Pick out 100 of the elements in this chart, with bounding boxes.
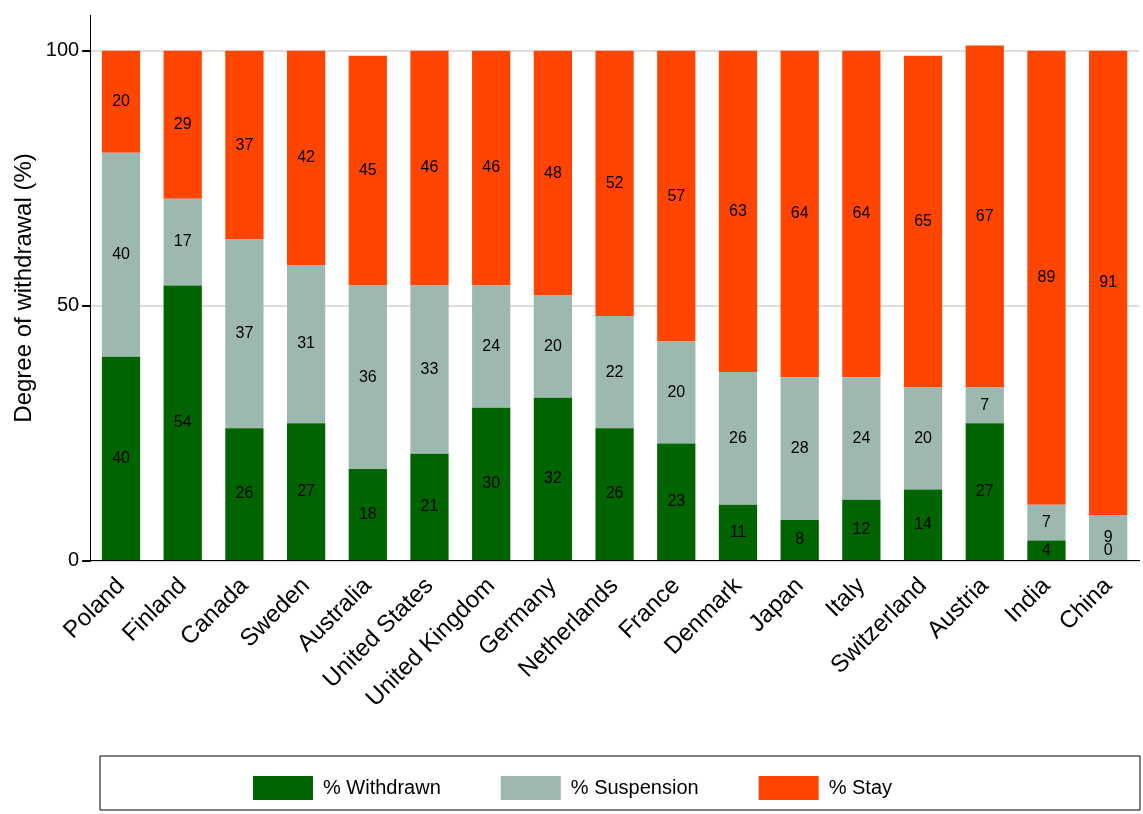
bar [101, 50, 141, 153]
bar [410, 50, 449, 286]
data-label: 20 [667, 382, 686, 400]
bar [348, 469, 387, 560]
bar [410, 285, 449, 454]
data-label: 17 [173, 232, 192, 250]
bar [348, 285, 387, 470]
data-label: 7 [980, 395, 990, 413]
bar [1027, 540, 1066, 560]
data-label: 7 [1042, 513, 1051, 531]
data-label: 24 [852, 428, 871, 446]
bar [1027, 504, 1066, 541]
bar [286, 50, 326, 265]
bar [348, 55, 387, 286]
data-label: 37 [235, 324, 254, 342]
data-label: 14 [914, 515, 933, 533]
y-tick-label: 100 [45, 38, 80, 61]
data-label: 28 [790, 439, 809, 457]
y-axis-title: Degree of withdrawal (%) [9, 153, 37, 423]
bar [163, 285, 202, 560]
bar [780, 377, 819, 521]
bar [842, 377, 881, 500]
data-label: 31 [297, 334, 316, 352]
bar [718, 504, 758, 560]
bar [595, 50, 634, 316]
data-label: 63 [729, 201, 747, 219]
bar [101, 356, 141, 560]
data-label: 40 [112, 245, 131, 263]
data-label: 33 [420, 359, 439, 377]
bar [965, 387, 1004, 424]
data-label: 18 [358, 504, 377, 522]
bar [1089, 50, 1128, 515]
data-label: 8 [795, 530, 805, 548]
bar [903, 55, 943, 388]
data-label: 20 [112, 92, 131, 110]
bar [903, 489, 943, 560]
data-label: 32 [543, 469, 562, 487]
data-label: 89 [1037, 268, 1056, 286]
bar [533, 397, 573, 560]
bar [1027, 50, 1066, 505]
data-label: 42 [297, 148, 316, 166]
bar [101, 152, 141, 357]
data-label: 65 [914, 212, 933, 230]
data-label: 24 [482, 337, 501, 355]
data-label: 20 [543, 337, 562, 355]
bar [965, 423, 1004, 560]
data-label: 26 [235, 484, 254, 502]
data-label: 37 [235, 135, 254, 153]
bar [842, 50, 881, 378]
legend-label: % Withdrawn [322, 775, 441, 798]
data-label: 91 [1099, 273, 1118, 291]
data-label: 30 [482, 474, 501, 492]
bar [965, 45, 1004, 388]
bar [780, 50, 819, 378]
bar [472, 285, 511, 408]
data-label: 67 [975, 206, 994, 224]
bar [780, 520, 819, 560]
data-label: 64 [790, 204, 809, 222]
bar [657, 341, 696, 444]
data-label: 52 [605, 173, 624, 191]
bar [657, 443, 696, 560]
bar [1089, 514, 1128, 560]
data-label: 11 [729, 522, 747, 540]
data-label: 26 [605, 484, 624, 502]
data-label: 36 [358, 367, 377, 385]
data-label: 29 [173, 115, 192, 133]
data-label: 23 [667, 492, 686, 510]
data-label: 22 [605, 362, 624, 380]
bar [472, 407, 511, 560]
bar [595, 428, 634, 560]
data-label: 21 [420, 497, 439, 515]
y-tick-label: 50 [56, 293, 80, 316]
bar [163, 50, 202, 199]
bar [718, 372, 758, 505]
bar [225, 239, 264, 429]
data-label: 12 [852, 520, 871, 538]
bar [842, 499, 881, 560]
bar [657, 50, 696, 342]
data-label: 26 [729, 428, 747, 446]
data-label: 45 [358, 161, 377, 179]
bar [286, 423, 326, 560]
data-label: 40 [112, 448, 131, 466]
data-label: 46 [482, 158, 501, 176]
bar [286, 264, 326, 424]
annotation: 0 [1103, 541, 1113, 559]
bar [225, 50, 264, 240]
data-label: 57 [667, 186, 686, 204]
data-label: 64 [852, 204, 871, 222]
legend-label: % Suspension [570, 775, 699, 798]
data-label: 48 [543, 163, 562, 181]
bar [718, 50, 758, 373]
bar [163, 198, 202, 286]
legend-label: % Stay [828, 775, 893, 798]
bar [595, 316, 634, 429]
data-label: 27 [975, 481, 994, 499]
data-label: 54 [173, 413, 192, 431]
data-label: 27 [297, 481, 316, 499]
data-label: 20 [914, 428, 933, 446]
bar [472, 50, 511, 286]
data-label: 4 [1042, 540, 1051, 558]
